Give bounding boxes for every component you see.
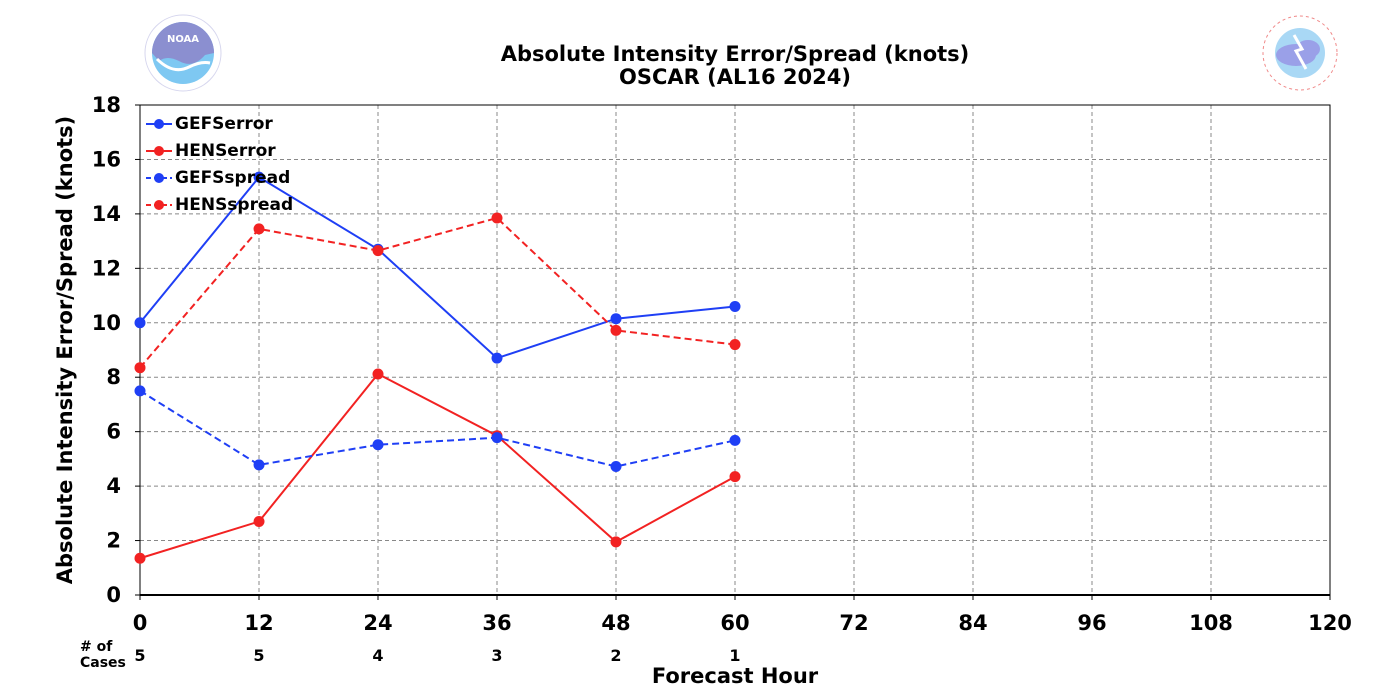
case-count: 5 — [134, 646, 145, 665]
legend-label: HENSerror — [175, 140, 276, 161]
legend-swatch — [146, 172, 172, 183]
legend-label: HENSspread — [175, 194, 294, 215]
legend-swatch — [146, 145, 172, 156]
y-tick-label: 18 — [92, 93, 121, 117]
grid-lines — [140, 105, 1330, 595]
x-axis-ticks: 0 12 24 36 48 60 72 84 96 108 120 — [133, 595, 1352, 635]
nws-logo — [1262, 15, 1338, 91]
series-hensspread — [134, 212, 741, 374]
data-point — [372, 439, 384, 451]
legend-label: GEFSerror — [175, 113, 273, 134]
chart-subtitle: OSCAR (AL16 2024) — [619, 65, 851, 89]
series-line — [139, 216, 736, 369]
y-axis-ticks: 0 2 4 6 8 10 12 14 16 18 — [92, 93, 140, 607]
legend-item: HENSerror — [146, 137, 293, 164]
y-tick-label: 8 — [106, 365, 121, 389]
data-point — [372, 245, 384, 257]
data-point — [253, 459, 265, 471]
data-point — [610, 461, 622, 473]
data-point — [729, 339, 741, 351]
data-point — [372, 368, 384, 380]
x-tick-label: 72 — [839, 611, 868, 635]
case-counts: 5 5 4 3 2 1 — [134, 646, 740, 665]
case-count: 4 — [372, 646, 383, 665]
y-tick-label: 14 — [92, 202, 121, 226]
y-tick-label: 12 — [92, 256, 121, 280]
y-tick-label: 16 — [92, 147, 121, 171]
chart-title: Absolute Intensity Error/Spread (knots) — [500, 42, 970, 66]
x-tick-label: 48 — [601, 611, 630, 635]
series-line — [139, 372, 736, 560]
legend-swatch — [146, 199, 172, 210]
legend-item: HENSspread — [146, 191, 293, 218]
series-gefsspread — [134, 385, 741, 473]
data-point — [491, 432, 503, 444]
case-count: 2 — [610, 646, 621, 665]
x-tick-label: 24 — [363, 611, 392, 635]
data-point — [610, 324, 622, 336]
y-tick-label: 6 — [106, 420, 121, 444]
x-tick-label: 60 — [720, 611, 749, 635]
data-point — [729, 471, 741, 483]
data-point — [134, 385, 146, 397]
data-point — [610, 536, 622, 548]
x-tick-label: 84 — [958, 611, 987, 635]
y-tick-label: 4 — [106, 474, 121, 498]
case-count: 5 — [253, 646, 264, 665]
data-point — [253, 223, 265, 235]
cases-label: # of Cases — [80, 639, 126, 671]
data-point — [491, 212, 503, 224]
x-tick-label: 0 — [133, 611, 148, 635]
noaa-logo: NOAA — [144, 14, 222, 92]
case-count: 1 — [729, 646, 740, 665]
x-tick-label: 108 — [1189, 611, 1233, 635]
data-point — [134, 552, 146, 564]
case-count: 3 — [491, 646, 502, 665]
y-tick-label: 2 — [106, 529, 121, 553]
legend-item: GEFSerror — [146, 110, 293, 137]
series-line — [139, 389, 736, 468]
legend: GEFSerror HENSerror GEFSspread HENSspread — [146, 110, 293, 218]
noaa-logo-text: NOAA — [167, 34, 199, 45]
series-line — [139, 175, 736, 360]
legend-item: GEFSspread — [146, 164, 293, 191]
legend-label: GEFSspread — [175, 167, 291, 188]
data-point — [729, 434, 741, 446]
data-point — [729, 300, 741, 312]
y-tick-label: 10 — [92, 311, 121, 335]
data-point — [491, 352, 503, 364]
x-tick-label: 120 — [1308, 611, 1352, 635]
y-tick-label: 0 — [106, 583, 121, 607]
y-axis-label: Absolute Intensity Error/Spread (knots) — [53, 115, 77, 585]
data-point — [134, 362, 146, 374]
data-point — [253, 171, 265, 183]
data-point — [134, 317, 146, 329]
x-tick-label: 12 — [244, 611, 273, 635]
x-tick-label: 96 — [1077, 611, 1106, 635]
series-lines — [134, 171, 741, 564]
x-axis-label: Forecast Hour — [651, 664, 819, 688]
legend-swatch — [146, 118, 172, 129]
data-point — [253, 516, 265, 527]
series-gefserror — [134, 171, 741, 364]
data-point — [610, 313, 622, 325]
series-henserror — [134, 368, 741, 564]
x-tick-label: 36 — [482, 611, 511, 635]
